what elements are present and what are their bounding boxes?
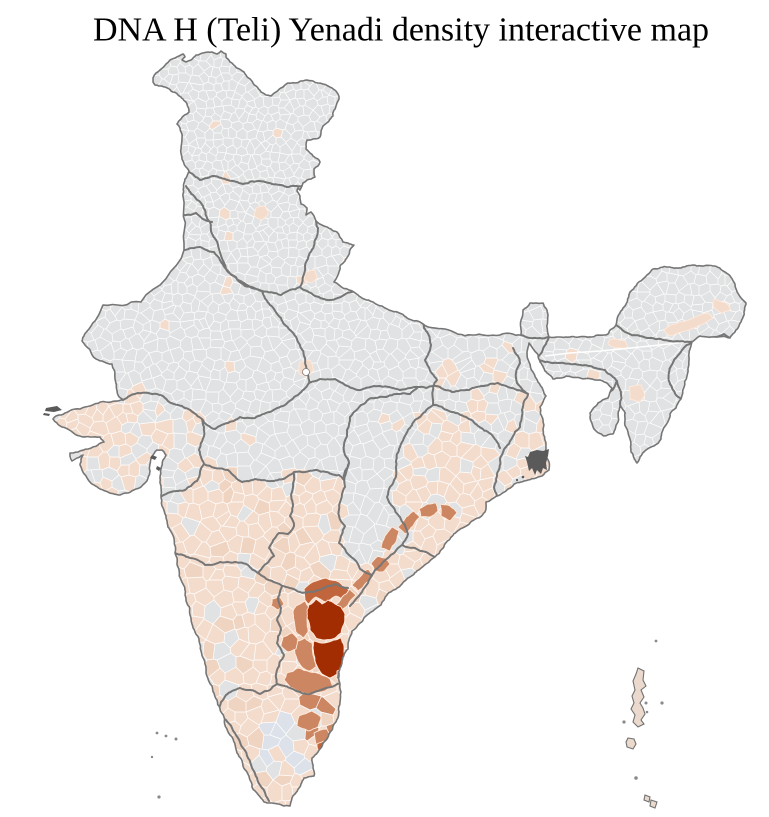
svg-text:DNA H (Teli) Yenadi density in: DNA H (Teli) Yenadi density interactive … bbox=[93, 12, 709, 49]
